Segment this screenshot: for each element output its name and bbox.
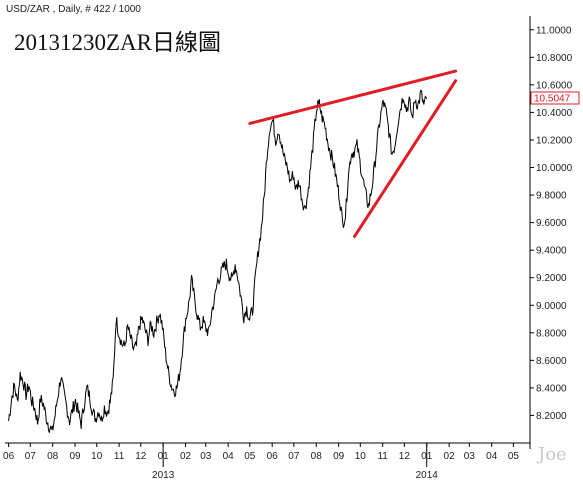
x-tick-label: 02 [444,451,456,462]
x-tick-label: 03 [464,451,476,462]
x-tick-label: 11 [377,451,388,462]
y-tick-label: 8.6000 [536,356,567,367]
y-tick-label: 10.2000 [536,135,573,146]
x-tick-label: 06 [267,451,279,462]
x-tick-label: 09 [69,451,81,462]
watermark: Joe [536,444,567,465]
x-tick-label: 12 [135,451,147,462]
x-tick-label: 07 [25,451,37,462]
x-year-label: 2013 [152,470,175,481]
y-tick-label: 9.4000 [536,246,567,257]
last-value-box [530,91,580,105]
plot-area [8,69,458,433]
y-tick-label: 10.0000 [536,163,573,174]
x-tick-label: 04 [486,451,498,462]
x-axis: 06 07 08 09 10 11 12 01 02 03 04 05 06 07 08 09 10 11 12 01… [3,442,530,481]
y-tick-label: 9.0000 [536,301,567,312]
x-tick-label: 02 [180,451,192,462]
y-tick-label: 10.6000 [536,80,573,91]
price-line [8,89,428,433]
y-tick-label: 8.4000 [536,383,567,394]
x-tick-label: 09 [333,451,345,462]
x-tick-label: 07 [288,451,300,462]
x-tick-label: 05 [508,451,520,462]
x-tick-label: 10 [91,451,103,462]
y-tick-label: 8.2000 [536,411,567,422]
y-tick-label: 10.8000 [536,53,573,64]
x-year-label: 2014 [416,470,439,481]
x-tick-label: 10 [355,451,367,462]
y-tick-label: 9.6000 [536,218,567,229]
y-tick-label: 9.2000 [536,273,567,284]
trendline-upper-resistance [248,69,458,125]
last-value-label: 10.5047 [534,93,571,104]
x-tick-label: 12 [399,451,411,462]
y-axis: 8.2000 8.4000 8.6000 8.8000 9.0000 9.2000 9.40… [529,16,580,449]
x-tick-label: 08 [47,451,59,462]
x-tick-label: 08 [311,451,323,462]
y-tick-label: 8.8000 [536,328,567,339]
x-tick-label: 04 [223,451,235,462]
trendline-lower-support [353,79,458,238]
x-tick-label: 03 [200,451,212,462]
y-tick-label: 10.4000 [536,108,573,119]
chart-title: 20131230ZAR日線圖 [14,30,221,55]
x-tick-label: 06 [3,451,15,462]
chart-header: USD/ZAR , Daily, # 422 / 1000 [6,4,141,15]
x-tick-label: 05 [244,451,256,462]
x-tick-label: 11 [114,451,125,462]
y-tick-label: 11.0000 [536,25,572,36]
y-tick-label: 9.8000 [536,191,567,202]
